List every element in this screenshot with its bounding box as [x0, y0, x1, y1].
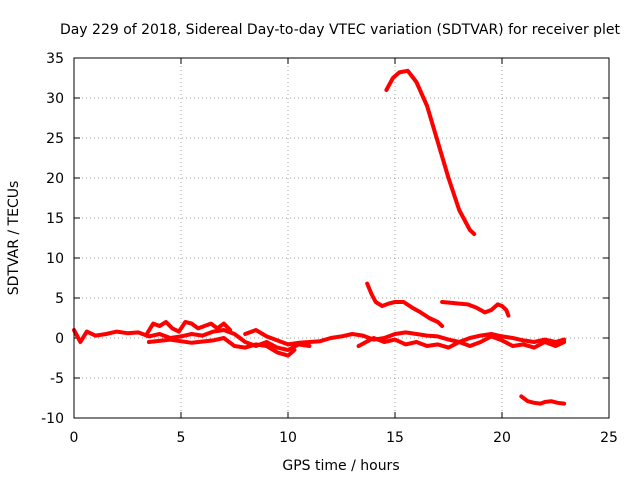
series-line-sat-e [356, 334, 567, 350]
series-line-sat-a [72, 328, 312, 352]
y-tick-label: 10 [46, 251, 64, 267]
series-line-sat-f [365, 281, 445, 328]
y-tick-label: -10 [41, 411, 64, 427]
series-line-sat-c [146, 336, 297, 358]
data-series [72, 68, 567, 406]
y-tick-label: 20 [46, 171, 64, 187]
series-line-sat-i [519, 394, 567, 406]
x-tick-label: 10 [279, 430, 297, 446]
y-tick-label: 0 [55, 331, 64, 347]
x-tick-label: 5 [177, 430, 186, 446]
y-tick-label: 15 [46, 211, 64, 227]
y-tick-label: 5 [55, 291, 64, 307]
y-tick-label: 30 [46, 91, 64, 107]
x-tick-label: 25 [600, 430, 618, 446]
axis-ticks: 0 5 10 15 20 25 -10 -5 0 5 10 15 20 25 30 35 [41, 51, 618, 446]
series-line-sat-h [384, 68, 477, 236]
y-tick-label: 35 [46, 51, 64, 67]
plot-frame [73, 57, 610, 419]
grid [74, 58, 609, 418]
y-tick-label: 25 [46, 131, 64, 147]
series-line-sat-d [243, 328, 567, 347]
x-tick-label: 0 [70, 430, 79, 446]
y-axis-label: SDTVAR / TECUs [6, 181, 22, 296]
series-line-sat-b [144, 320, 233, 336]
y-tick-label: -5 [50, 371, 64, 387]
x-axis-label: GPS time / hours [282, 458, 399, 474]
x-tick-label: 15 [386, 430, 404, 446]
chart-title: Day 229 of 2018, Sidereal Day-to-day VTE… [60, 22, 621, 38]
x-tick-label: 20 [493, 430, 511, 446]
series-line-sat-g [440, 300, 511, 318]
